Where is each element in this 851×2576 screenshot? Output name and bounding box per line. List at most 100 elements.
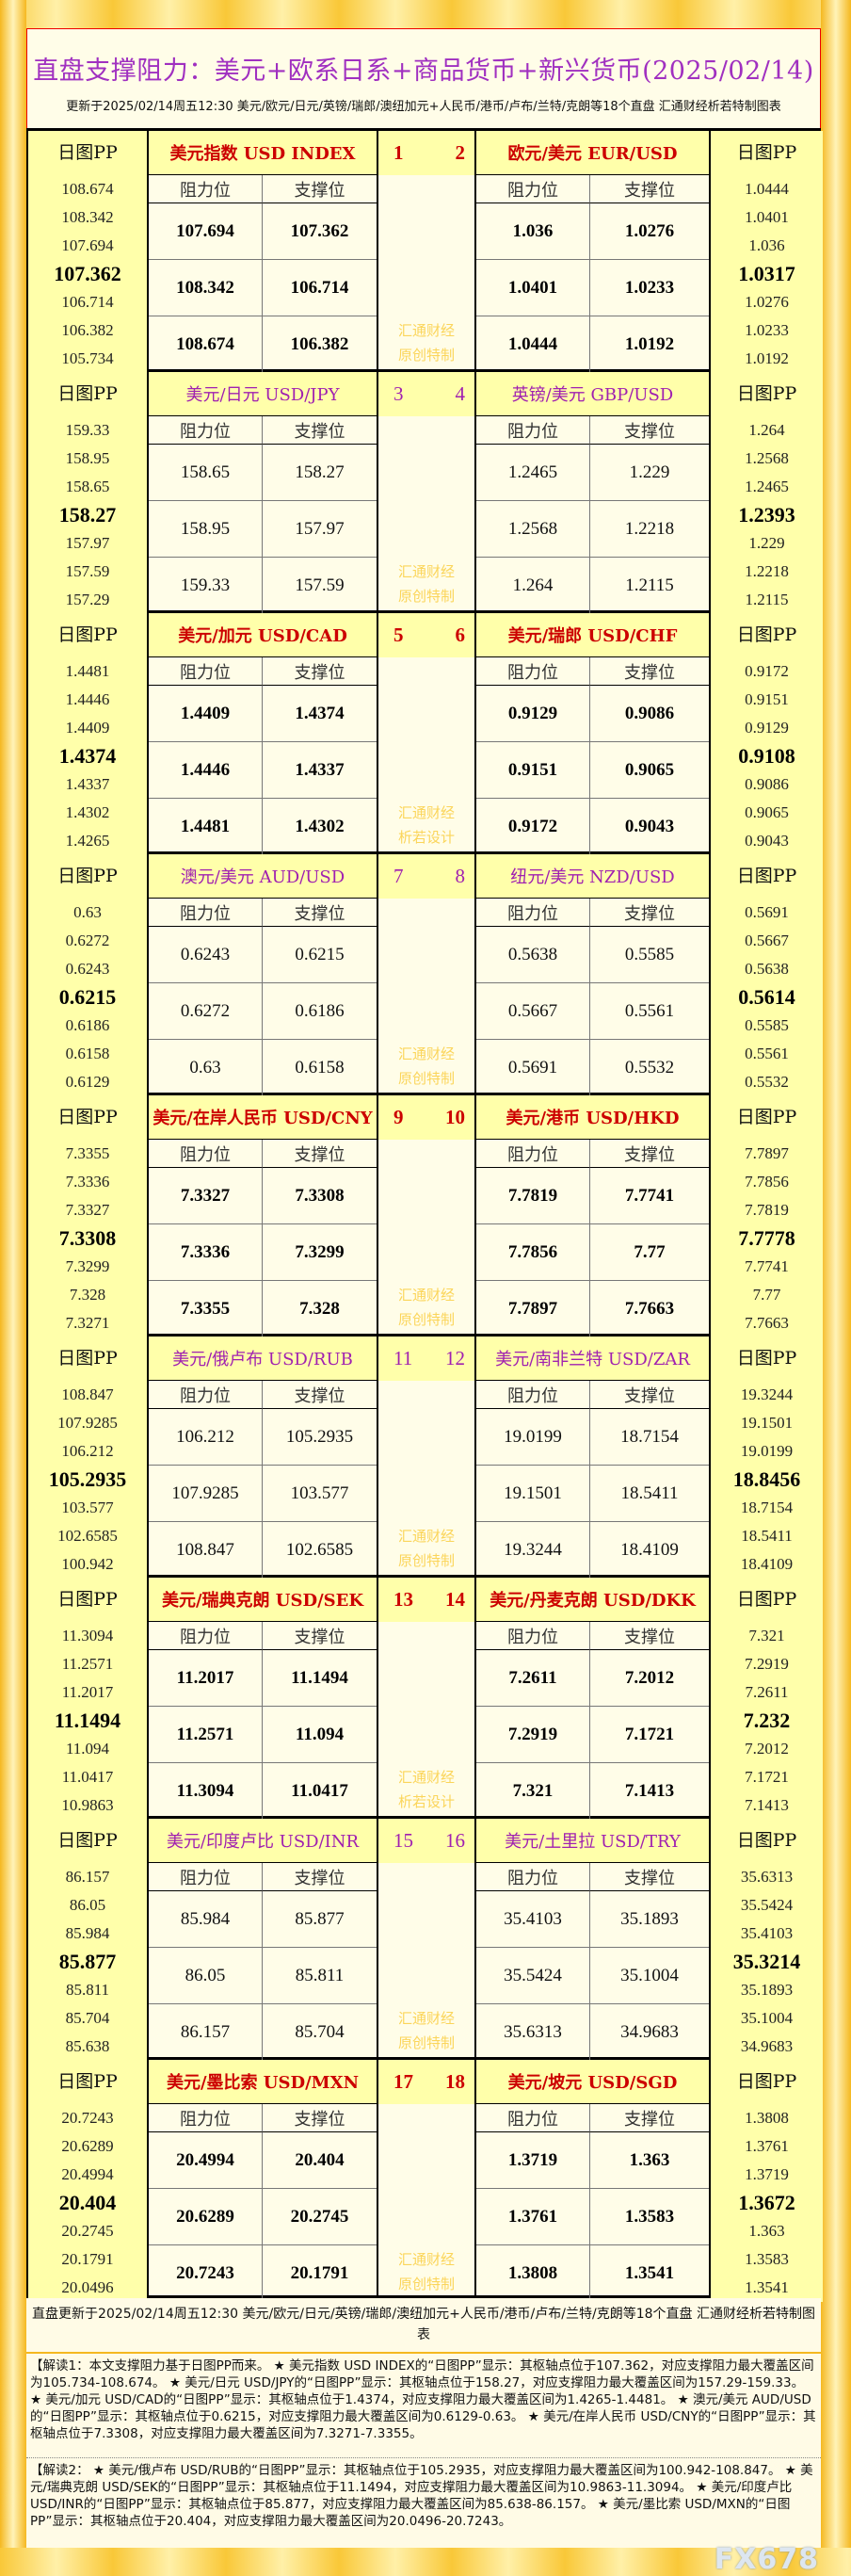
currency-pair-block: 日图PP 7.3355 7.3336 7.3327 7.3308 7.3299 7.328 7… — [26, 1093, 823, 1337]
currency-pair-block: 日图PP 159.33 158.95 158.65 158.27 157.97 157.59… — [26, 369, 823, 614]
pp-level: 7.7897 — [745, 1144, 789, 1162]
pp-level: 20.0496 — [61, 2278, 114, 2296]
daily-pp-column-right: 日图PP 0.9172 0.9151 0.9129 0.9108 0.9086 0.9065… — [709, 613, 823, 855]
resistance-value: 1.3719 — [476, 2132, 590, 2189]
resistance-header: 阻力位 — [149, 2104, 263, 2132]
pivot-point: 1.2393 — [738, 503, 795, 527]
pp-header: 日图PP — [736, 1348, 797, 1369]
support-value: 0.5532 — [624, 1058, 675, 1077]
pair-number: 3 — [393, 382, 404, 405]
resistance-value: 0.5638 — [476, 927, 590, 983]
daily-pp-column-left: 日图PP 108.847 107.9285 106.212 105.2935 103.57… — [28, 1337, 149, 1579]
pp-level: 1.4302 — [65, 803, 110, 821]
watermark-text: 原创特制 — [397, 347, 455, 364]
resistance-value: 7.7819 — [476, 1168, 590, 1224]
pp-level: 0.5561 — [745, 1045, 789, 1062]
pivot-point: 85.877 — [58, 1950, 117, 1973]
pp-level: 1.3808 — [745, 2109, 789, 2127]
resistance-value: 19.1501 — [476, 1466, 590, 1522]
interpretation-2: 【解读2： ★ 美元/俄卢布 USD/RUB的“日图PP”显示：其枢轴点位于10… — [26, 2458, 821, 2548]
resistance-value: 7.7897 — [476, 1281, 590, 1337]
pp-level: 157.59 — [65, 562, 110, 580]
resistance-value: 0.6243 — [149, 927, 263, 983]
resistance-value: 0.6272 — [149, 983, 263, 1040]
watermark-cell: 汇通财经 析若设计 — [377, 1622, 476, 1820]
support-value: 107.362 — [263, 203, 377, 260]
pp-level: 7.77 — [752, 1286, 781, 1304]
pp-level: 7.328 — [69, 1286, 106, 1304]
pp-level: 1.0233 — [745, 321, 789, 339]
pair-numbers: 9 10 — [377, 1095, 476, 1140]
pp-header: 日图PP — [736, 1830, 797, 1851]
pp-level: 1.0444 — [745, 180, 789, 198]
pp-level: 0.9172 — [745, 662, 789, 680]
pp-level: 106.714 — [61, 293, 114, 311]
daily-pp-column-left: 日图PP 11.3094 11.2571 11.2017 11.1494 11.094 11… — [28, 1578, 149, 1820]
resistance-value: 19.0199 — [476, 1409, 590, 1466]
pair-name-right: 美元/坡元 USD/SGD — [476, 2060, 709, 2104]
support-value: 1.4374 — [263, 686, 377, 742]
resistance-header: 阻力位 — [149, 1140, 263, 1168]
resistance-value: 159.33 — [149, 558, 263, 614]
pp-level: 20.4994 — [61, 2165, 114, 2183]
resistance-header: 阻力位 — [149, 1381, 263, 1409]
watermark-text: 汇通财经 — [397, 2010, 455, 2027]
currency-pair-block: 日图PP 20.7243 20.6289 20.4994 20.404 20.2745 20… — [26, 2057, 823, 2302]
pair-name-right: 美元/丹麦克朗 USD/DKK — [476, 1578, 709, 1622]
watermark-cell: 汇通财经 原创特制 — [377, 1381, 476, 1579]
pair-number: 14 — [445, 1588, 465, 1611]
support-value: 1.2218 — [590, 501, 709, 558]
pp-level: 0.6272 — [65, 932, 110, 949]
resistance-value: 0.5667 — [476, 983, 590, 1040]
pp-level: 0.6158 — [65, 1045, 110, 1062]
watermark-cell: 汇通财经 析若设计 — [377, 657, 476, 855]
support-value: 1.0276 — [590, 203, 709, 260]
pair-number: 6 — [455, 624, 466, 646]
pp-level: 159.33 — [65, 421, 110, 439]
pp-level: 1.3541 — [745, 2278, 789, 2296]
pivot-point: 7.7778 — [738, 1226, 795, 1250]
pp-level: 34.9683 — [740, 2037, 794, 2055]
support-value: 1.4337 — [263, 742, 377, 799]
fx678-logo: FX678 — [714, 2543, 819, 2576]
pp-level: 7.2012 — [745, 1740, 789, 1758]
pair-number: 10 — [445, 1106, 465, 1128]
pp-level: 1.4481 — [65, 662, 110, 680]
pp-level: 11.2017 — [61, 1683, 114, 1701]
pivot-point: 1.4374 — [58, 744, 117, 768]
resistance-header: 阻力位 — [149, 175, 263, 203]
currency-pair-block: 日图PP 108.847 107.9285 106.212 105.2935 103.57… — [26, 1334, 823, 1579]
resistance-value: 108.674 — [149, 316, 263, 373]
pp-level: 35.1004 — [740, 2009, 794, 2027]
pivot-point: 7.232 — [743, 1709, 791, 1732]
resistance-header: 阻力位 — [476, 1863, 590, 1891]
support-header: 支撑位 — [590, 1140, 709, 1168]
pair-numbers: 13 14 — [377, 1578, 476, 1622]
support-value: 11.1494 — [263, 1650, 377, 1707]
support-value: 157.59 — [295, 575, 345, 595]
pp-level: 1.4265 — [65, 832, 110, 850]
resistance-value: 1.0401 — [476, 260, 590, 316]
support-value: 0.6215 — [263, 927, 377, 983]
resistance-value: 108.342 — [149, 260, 263, 316]
support-header: 支撑位 — [590, 175, 709, 203]
pp-level: 1.2218 — [745, 562, 789, 580]
support-value: 11.094 — [263, 1707, 377, 1763]
watermark-text: 汇通财经 — [397, 1769, 455, 1786]
pp-level: 85.638 — [65, 2037, 110, 2055]
pp-level: 1.2115 — [745, 591, 789, 608]
pivot-point: 105.2935 — [48, 1467, 127, 1491]
support-value: 18.4109 — [620, 1540, 679, 1560]
pp-level: 7.2919 — [745, 1655, 789, 1673]
pp-level: 35.1893 — [740, 1981, 794, 1999]
resistance-value: 20.6289 — [149, 2189, 263, 2245]
pp-level: 1.363 — [748, 2222, 785, 2240]
currency-pair-block: 日图PP 1.4481 1.4446 1.4409 1.4374 1.4337 1.4302… — [26, 610, 823, 855]
resistance-value: 7.2611 — [476, 1650, 590, 1707]
pp-level: 11.3094 — [61, 1627, 114, 1644]
watermark-text: 汇通财经 — [397, 804, 455, 821]
currency-pair-block: 日图PP 108.674 108.342 107.694 107.362 106.714 1… — [26, 128, 823, 373]
pair-number: 15 — [393, 1829, 413, 1852]
pp-level: 7.7741 — [745, 1257, 789, 1275]
